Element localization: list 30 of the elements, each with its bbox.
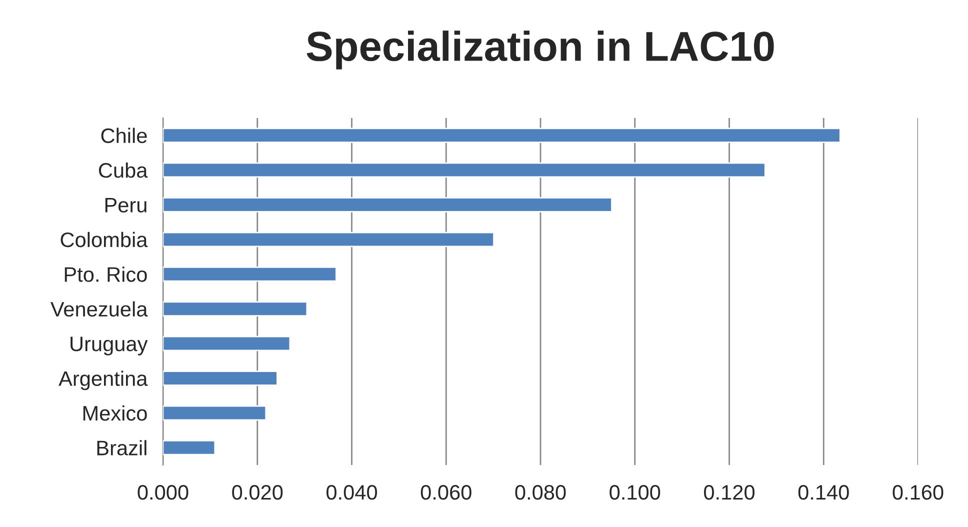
bar xyxy=(163,162,766,178)
y-tick-label: Pto. Rico xyxy=(64,266,147,282)
x-tick-label: 0.060 xyxy=(420,484,472,500)
x-tick-label: 0.140 xyxy=(798,484,849,500)
x-tick-label: 0.160 xyxy=(892,484,944,500)
bar xyxy=(163,197,612,212)
y-tick-label: Uruguay xyxy=(70,336,148,356)
y-tick-label: Peru xyxy=(105,198,146,213)
bar xyxy=(163,405,267,421)
y-tick-label: Colombia xyxy=(60,232,148,248)
y-tick-label: Venezuela xyxy=(50,301,148,317)
x-tick-label: 0.120 xyxy=(704,484,755,500)
bar xyxy=(163,128,841,143)
bar xyxy=(163,440,216,456)
x-tick-label: 0.100 xyxy=(610,484,660,500)
bar xyxy=(163,232,494,248)
y-tick-label: Cuba xyxy=(98,162,148,178)
x-tick-label: 0.080 xyxy=(515,484,566,500)
y-tick-label: Mexico xyxy=(83,405,147,421)
bar xyxy=(163,266,337,282)
chart-title: Specialization in LAC10 xyxy=(306,30,774,70)
bar xyxy=(163,336,291,352)
y-tick-label: Chile xyxy=(101,128,147,144)
y-tick-label: Brazil xyxy=(97,440,146,456)
x-tick-label: 0.000 xyxy=(138,484,188,500)
y-tick-label: Argentina xyxy=(58,370,148,390)
x-tick-label: 0.040 xyxy=(326,484,378,500)
bar xyxy=(163,301,308,316)
x-tick-label: 0.020 xyxy=(232,484,283,500)
bar xyxy=(163,370,278,386)
